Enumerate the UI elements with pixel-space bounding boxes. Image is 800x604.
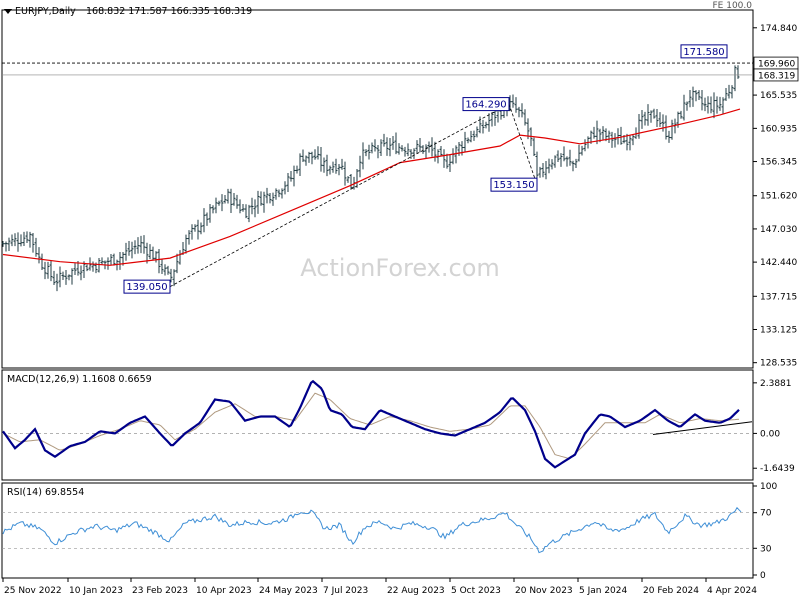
price-series-group: 171.580 164.290 153.150 139.050	[1, 44, 753, 294]
y-tick-label: 160.935	[760, 124, 797, 134]
price-axis-label: 168.319	[758, 71, 795, 81]
annotation-label: 171.580	[683, 47, 724, 58]
x-tick-label: 22 Aug 2023	[387, 586, 445, 596]
macd-trend-line	[652, 421, 753, 435]
x-tick-label: 5 Jan 2024	[579, 586, 627, 596]
rsi-line	[2, 506, 742, 554]
symbol-label: EURJPY,Daily	[15, 6, 76, 17]
rsi-y-tick-label: 0	[760, 571, 766, 581]
x-tick-label: 4 Apr 2024	[707, 586, 757, 596]
macd-y-tick-label: 0.00	[760, 429, 780, 439]
rsi-series-group	[2, 506, 753, 554]
axes-group: 174.840170.125165.535160.935156.345151.6…	[2, 24, 799, 596]
annotation-box	[462, 97, 510, 112]
macd-title: MACD(12,26,9) 1.1608 0.6659	[7, 374, 152, 385]
price-axis-box	[753, 68, 799, 82]
rsi-y-tick-label: 30	[760, 544, 772, 554]
price-panel-frame	[1, 9, 754, 369]
rsi-title: RSI(14) 69.8554	[7, 487, 84, 498]
x-tick-label: 24 May 2023	[259, 586, 318, 596]
moving-average-line	[2, 108, 741, 266]
rsi-y-tick-label: 70	[760, 509, 772, 519]
y-tick-label: 156.345	[760, 158, 797, 168]
x-tick-label: 23 Feb 2023	[132, 586, 188, 596]
macd-y-tick-label: -1.6439	[760, 464, 795, 474]
fe-label: FE 100.0	[713, 1, 753, 11]
annotation-label: 153.150	[493, 180, 534, 191]
dropdown-triangle-icon	[4, 9, 12, 14]
macd-main-line	[2, 379, 740, 469]
watermark: ActionForex.com	[300, 254, 500, 282]
x-tick-label: 20 Feb 2024	[643, 586, 699, 596]
x-tick-label: 5 Oct 2023	[451, 586, 501, 596]
y-tick-label: 128.535	[760, 359, 797, 369]
y-tick-label: 137.715	[760, 292, 797, 302]
y-tick-label: 147.030	[760, 225, 797, 235]
retracement-line	[508, 103, 538, 185]
channel-line	[169, 103, 510, 287]
rsi-y-tick-label: 100	[760, 482, 777, 492]
annotation-label: 139.050	[126, 282, 167, 293]
macd-y-tick-label: 2.3881	[760, 379, 792, 389]
y-tick-label: 142.440	[760, 258, 797, 268]
annotation-box	[123, 279, 171, 294]
x-tick-label: 10 Jan 2023	[69, 586, 123, 596]
ohlc-label: 168.832 171.587 166.335 168.319	[86, 6, 252, 17]
annotation-box	[490, 177, 538, 192]
rsi-panel-frame	[1, 482, 754, 579]
y-tick-label: 165.535	[760, 91, 797, 101]
x-tick-label: 25 Nov 2022	[4, 586, 62, 596]
annotation-box	[680, 44, 728, 59]
x-tick-label: 10 Apr 2023	[196, 586, 252, 596]
y-tick-label: 133.125	[760, 325, 797, 335]
annotation-label: 164.290	[465, 100, 506, 111]
x-tick-label: 20 Nov 2023	[515, 586, 573, 596]
y-tick-label: 174.840	[760, 24, 797, 34]
price-axis-label: 169.960	[758, 60, 795, 70]
y-tick-label: 151.620	[760, 192, 797, 202]
macd-panel-frame	[1, 369, 754, 481]
macd-series-group	[2, 379, 753, 469]
x-tick-label: 7 Jul 2023	[323, 586, 368, 596]
